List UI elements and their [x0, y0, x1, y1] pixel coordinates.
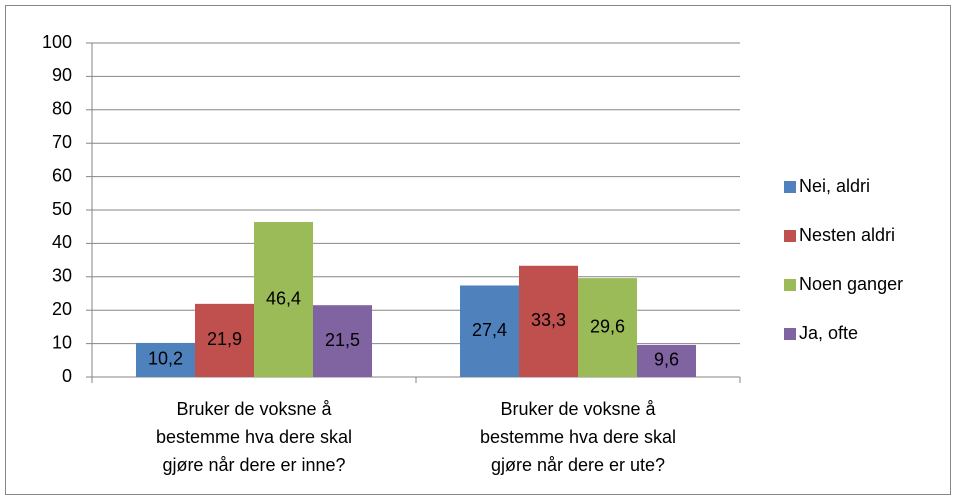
y-tick-label: 90	[52, 65, 72, 85]
data-label: 46,4	[266, 288, 301, 308]
y-tick-label: 40	[52, 232, 72, 252]
data-label: 33,3	[531, 310, 566, 330]
legend-label: Nei, aldri	[799, 176, 870, 196]
legend-swatch	[784, 230, 796, 242]
bar	[136, 342, 195, 377]
y-tick-label: 50	[52, 199, 72, 219]
data-label: 21,9	[207, 329, 242, 349]
x-tick-label: Bruker de voksne å bestemme hva dere ska…	[155, 399, 353, 475]
y-tick-label: 70	[52, 132, 72, 152]
bar	[519, 265, 578, 377]
data-label: 27,4	[472, 320, 507, 340]
legend-swatch	[784, 279, 796, 291]
data-label: 10,2	[148, 349, 183, 369]
y-tick-label: 0	[62, 366, 72, 386]
y-tick-label: 80	[52, 99, 72, 119]
bar	[460, 285, 519, 377]
y-tick-label: 30	[52, 266, 72, 286]
y-tick-label: 20	[52, 299, 72, 319]
y-tick-label: 10	[52, 332, 72, 352]
x-tick-label: Bruker de voksne å bestemme hva dere ska…	[479, 399, 677, 475]
data-label: 21,5	[325, 330, 360, 350]
bar	[313, 305, 372, 377]
chart-border	[5, 5, 951, 495]
data-label: 9,6	[654, 350, 679, 370]
legend-label: Noen ganger	[799, 274, 903, 294]
legend-swatch	[784, 328, 796, 340]
legend-label: Ja, ofte	[799, 323, 858, 343]
bar	[254, 222, 313, 377]
legend-label: Nesten aldri	[799, 225, 895, 245]
y-tick-label: 100	[42, 32, 72, 52]
bar	[195, 303, 254, 377]
bar	[637, 344, 696, 377]
legend-swatch	[784, 181, 796, 193]
bar	[578, 278, 637, 377]
y-tick-label: 60	[52, 165, 72, 185]
data-label: 29,6	[590, 316, 625, 336]
